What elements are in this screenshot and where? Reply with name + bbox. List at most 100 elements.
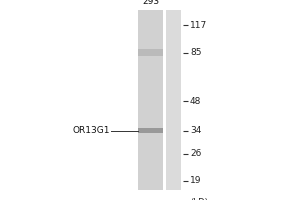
- Bar: [138, 16, 163, 17]
- Text: 19: 19: [190, 176, 202, 185]
- Bar: [138, 88, 163, 89]
- Bar: [138, 186, 163, 187]
- Bar: [138, 29, 163, 30]
- Bar: [138, 96, 163, 97]
- Bar: [138, 117, 163, 118]
- Bar: [138, 128, 163, 129]
- Bar: [138, 55, 163, 56]
- Bar: [138, 166, 163, 167]
- Bar: [138, 64, 163, 65]
- Bar: [138, 129, 163, 130]
- Bar: [138, 79, 163, 80]
- Bar: [138, 10, 163, 190]
- Bar: [138, 167, 163, 168]
- Bar: [138, 95, 163, 96]
- Bar: [138, 112, 163, 113]
- Text: 34: 34: [190, 126, 201, 135]
- Bar: [138, 35, 163, 36]
- Bar: [138, 141, 163, 142]
- Bar: [138, 86, 163, 87]
- Bar: [138, 17, 163, 18]
- Bar: [138, 177, 163, 178]
- Bar: [138, 188, 163, 189]
- Bar: [138, 187, 163, 188]
- Bar: [138, 80, 163, 81]
- Bar: [138, 134, 163, 135]
- Bar: [138, 74, 163, 75]
- Bar: [138, 93, 163, 94]
- Bar: [138, 116, 163, 117]
- Bar: [138, 156, 163, 157]
- Bar: [138, 137, 163, 138]
- Bar: [138, 87, 163, 88]
- Bar: [138, 101, 163, 102]
- Bar: [138, 104, 163, 105]
- Bar: [138, 119, 163, 120]
- Bar: [138, 67, 163, 68]
- Bar: [138, 173, 163, 174]
- Bar: [138, 115, 163, 116]
- Bar: [138, 170, 163, 171]
- Bar: [138, 18, 163, 19]
- Bar: [138, 56, 163, 57]
- Bar: [138, 72, 163, 73]
- Bar: [166, 10, 181, 190]
- Bar: [138, 37, 163, 38]
- Bar: [138, 189, 163, 190]
- Bar: [138, 160, 163, 161]
- Bar: [138, 142, 163, 143]
- Bar: [138, 147, 163, 148]
- Bar: [138, 144, 163, 145]
- Bar: [138, 24, 163, 25]
- Bar: [138, 61, 163, 62]
- Bar: [138, 75, 163, 76]
- Bar: [138, 118, 163, 119]
- Bar: [138, 14, 163, 15]
- Bar: [138, 44, 163, 45]
- Bar: [138, 183, 163, 184]
- Bar: [138, 124, 163, 125]
- Bar: [138, 99, 163, 100]
- Bar: [138, 128, 163, 133]
- Bar: [138, 176, 163, 177]
- Bar: [138, 11, 163, 12]
- Bar: [138, 178, 163, 179]
- Bar: [138, 66, 163, 67]
- Bar: [138, 69, 163, 70]
- Bar: [138, 49, 163, 50]
- Bar: [138, 19, 163, 20]
- Bar: [138, 22, 163, 23]
- Bar: [138, 150, 163, 151]
- Bar: [138, 57, 163, 58]
- Bar: [138, 65, 163, 66]
- Bar: [138, 39, 163, 40]
- Bar: [138, 110, 163, 111]
- Bar: [138, 82, 163, 83]
- Bar: [138, 136, 163, 137]
- Bar: [138, 175, 163, 176]
- Bar: [138, 94, 163, 95]
- Bar: [138, 133, 163, 134]
- Text: 48: 48: [190, 97, 201, 106]
- Bar: [138, 165, 163, 166]
- Bar: [138, 114, 163, 115]
- Bar: [138, 62, 163, 63]
- Bar: [138, 91, 163, 92]
- Bar: [138, 138, 163, 139]
- Bar: [138, 106, 163, 107]
- Bar: [138, 120, 163, 121]
- Bar: [138, 84, 163, 85]
- Bar: [138, 145, 163, 146]
- Bar: [138, 157, 163, 158]
- Bar: [138, 155, 163, 156]
- Bar: [138, 97, 163, 98]
- Bar: [138, 59, 163, 60]
- Bar: [138, 71, 163, 72]
- Text: (kD): (kD): [190, 198, 208, 200]
- Bar: [138, 185, 163, 186]
- Bar: [138, 151, 163, 152]
- Bar: [138, 77, 163, 78]
- Bar: [138, 50, 163, 51]
- Bar: [138, 10, 163, 11]
- Bar: [138, 33, 163, 34]
